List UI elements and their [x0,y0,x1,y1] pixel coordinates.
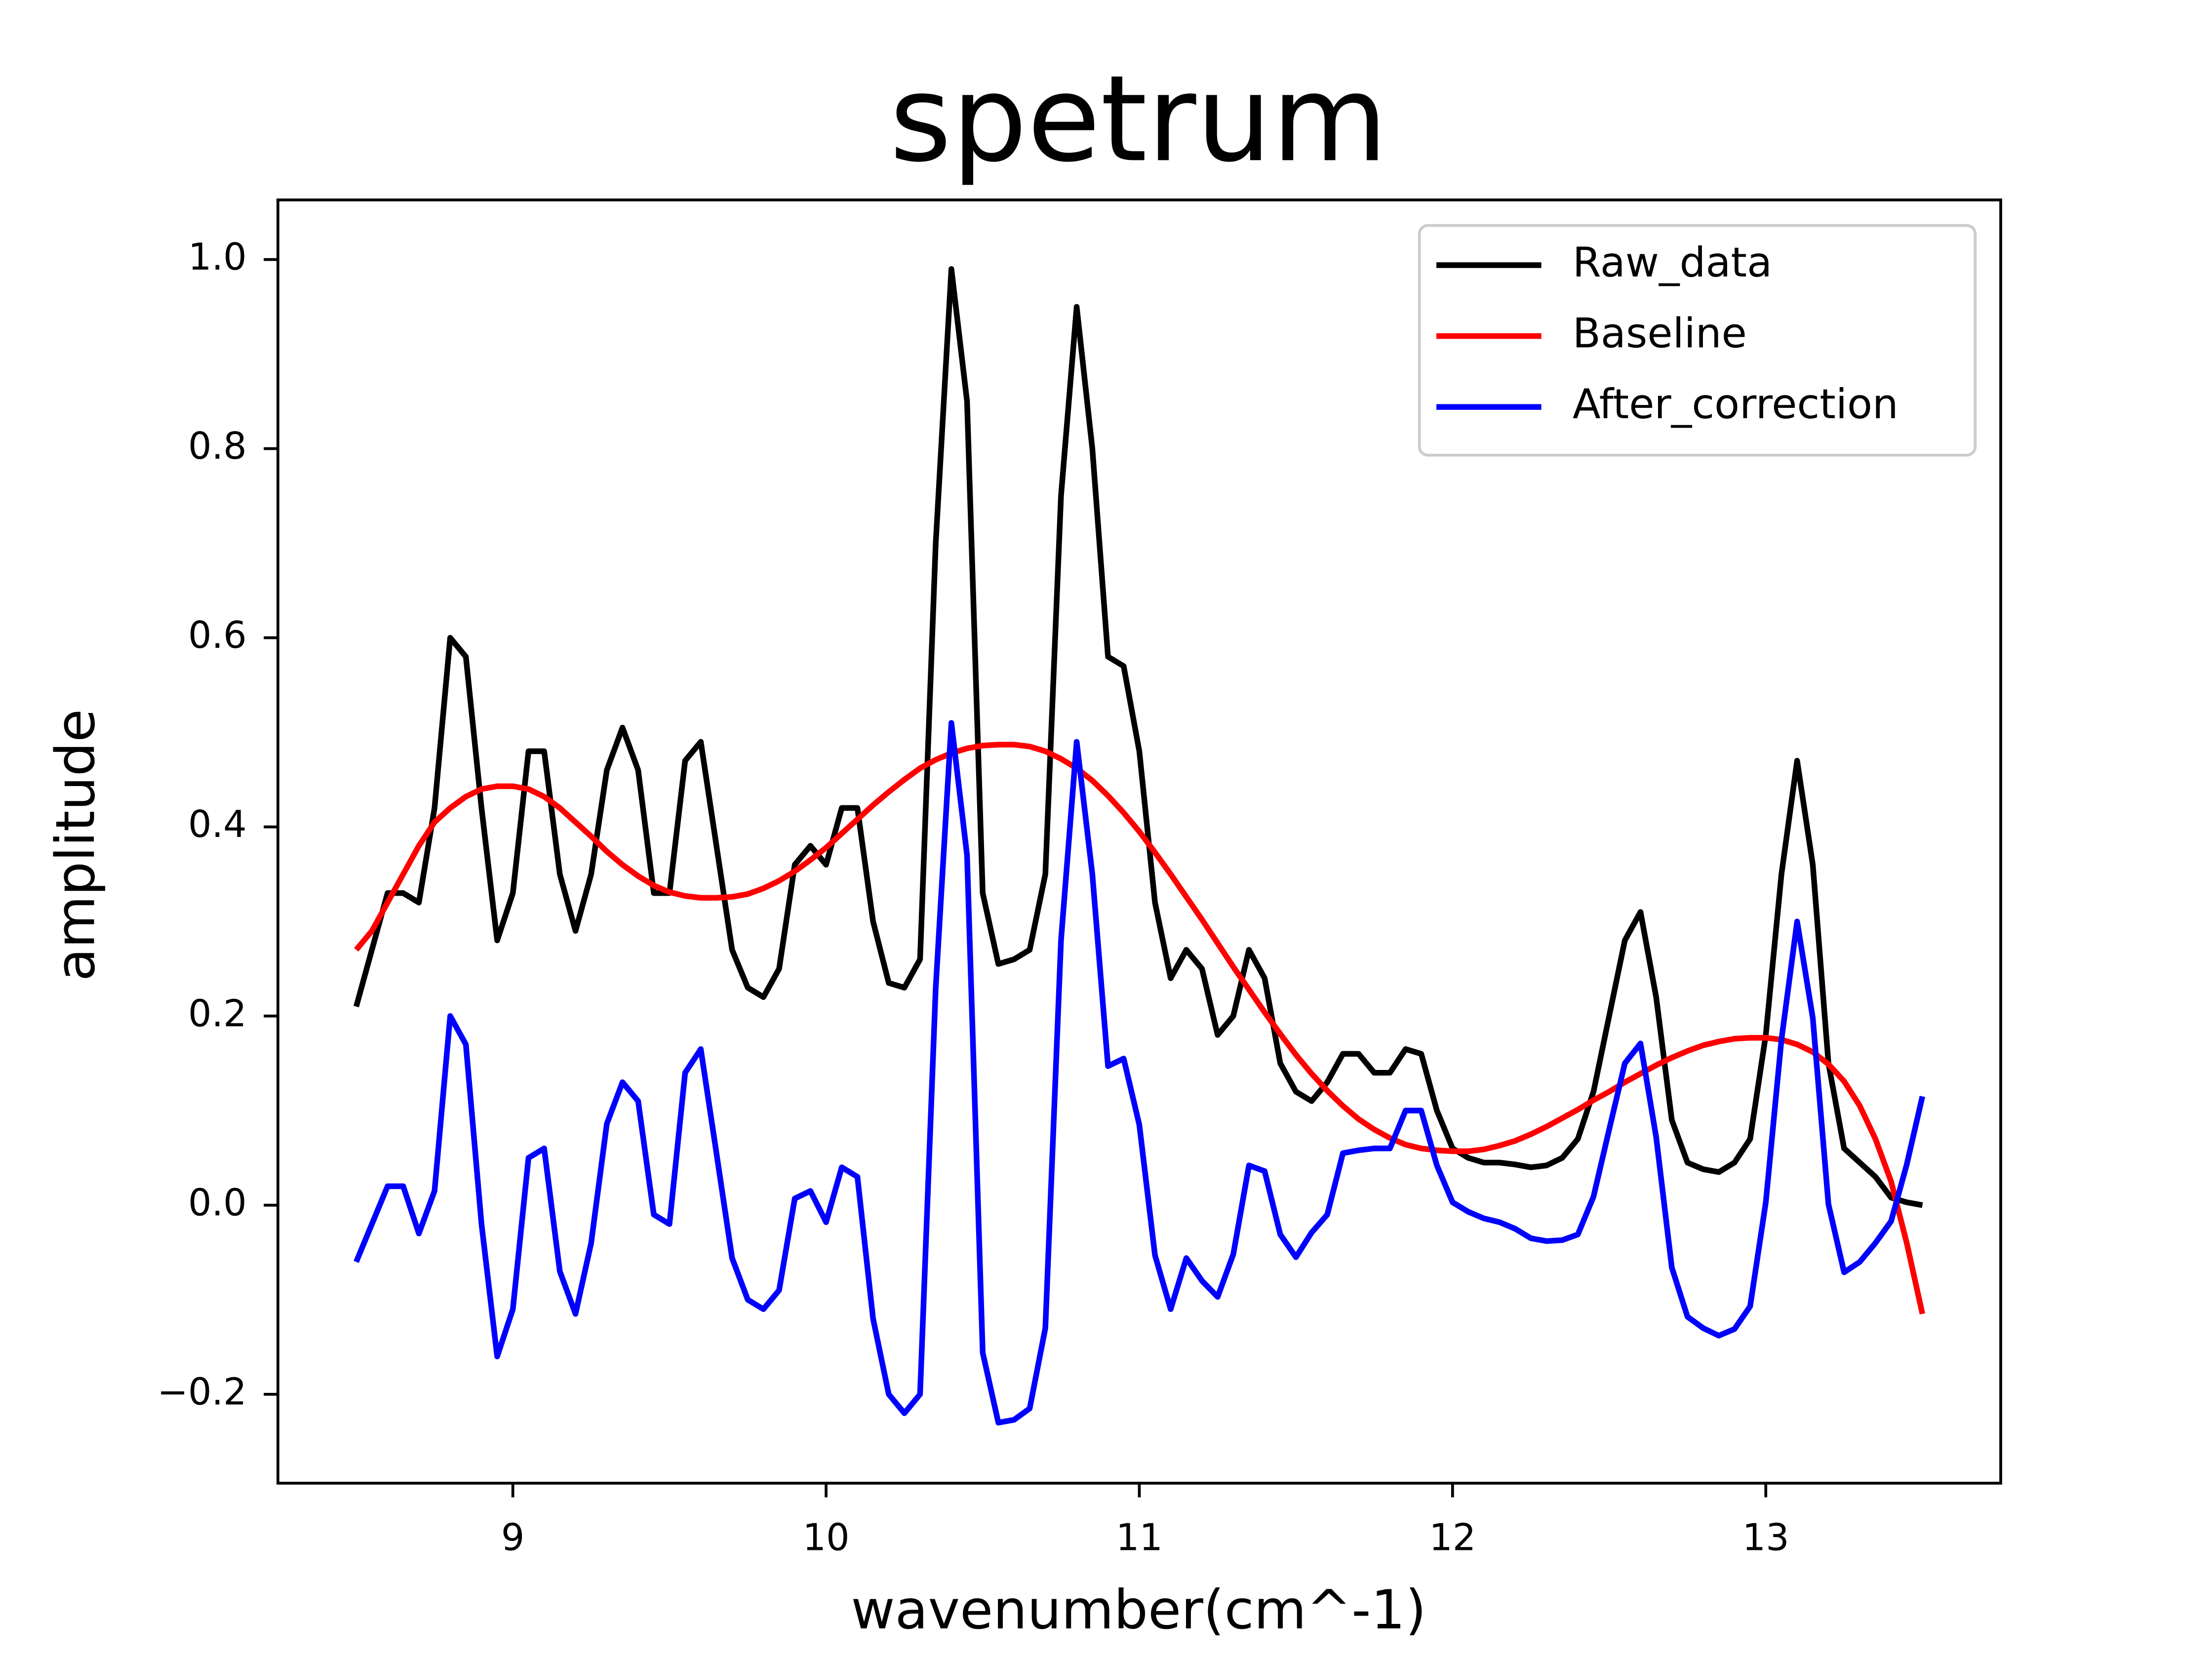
y-tick-label: 0.6 [188,614,247,657]
legend-label: Raw_data [1573,238,1772,286]
y-tick-label: −0.2 [157,1370,246,1413]
y-tick-label: 1.0 [188,236,247,278]
chart-title: spetrum [890,49,1388,188]
x-tick-label: 11 [1116,1516,1163,1559]
legend: Raw_data Baseline After_correction [1418,224,1977,457]
y-tick-label: 0.4 [188,803,247,846]
x-tick-label: 13 [1742,1516,1789,1559]
x-axis-label: wavenumber(cm^-1) [851,1579,1426,1641]
y-tick-label: 0.8 [188,425,247,468]
series-line [353,266,1923,1208]
y-tick-label: 0.0 [188,1181,247,1224]
x-tick-label: 9 [501,1516,525,1559]
y-tick-label: 0.2 [188,992,247,1035]
series-line [354,720,1926,1426]
legend-box [1418,224,1977,457]
series-line [354,742,1926,1315]
plot-frame [276,198,2002,1485]
x-tick-label: 12 [1429,1516,1476,1559]
legend-label: Baseline [1573,310,1747,357]
x-tick-label: 10 [803,1516,850,1559]
y-axis-label: amplitude [44,709,107,981]
legend-label: After_correction [1573,380,1898,428]
